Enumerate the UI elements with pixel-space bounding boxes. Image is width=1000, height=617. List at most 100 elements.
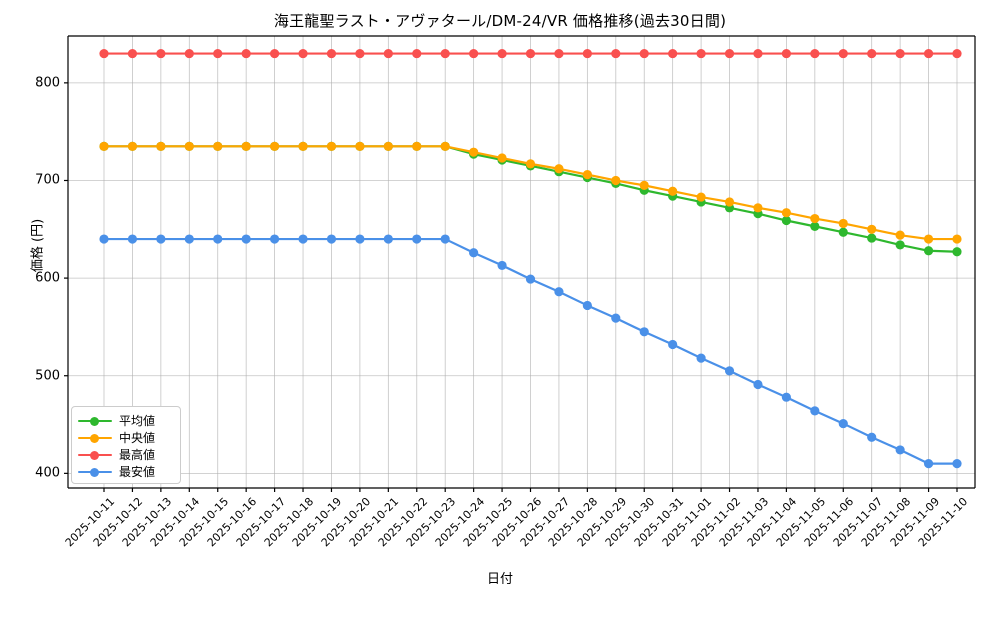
data-point (99, 234, 109, 244)
data-point (781, 48, 792, 59)
data-point (326, 48, 337, 59)
series-3 (99, 48, 962, 59)
data-point (156, 141, 166, 151)
data-point (810, 48, 820, 59)
data-point (639, 48, 649, 59)
data-point (440, 141, 450, 151)
data-point (412, 234, 422, 244)
data-point (639, 180, 649, 190)
data-point (838, 48, 848, 59)
data-point (753, 203, 763, 213)
data-point (923, 234, 934, 244)
y-tick-label: 600 (35, 270, 60, 286)
data-point (810, 221, 820, 231)
data-point (241, 48, 251, 59)
data-point (895, 48, 905, 59)
data-point (724, 366, 735, 376)
chart-title: 海王龍聖ラスト・アヴァタール/DM-24/VR 価格推移(過去30日間) (273, 12, 727, 30)
data-point (668, 48, 678, 59)
data-point (469, 147, 479, 157)
data-point (611, 175, 621, 186)
data-point (867, 233, 877, 243)
data-point (156, 48, 166, 59)
data-point (241, 234, 251, 244)
data-point (668, 186, 678, 196)
legend-label: 平均値 (119, 414, 156, 428)
data-point (355, 234, 365, 244)
data-point (355, 141, 365, 151)
data-point (582, 170, 592, 180)
y-tick-label: 400 (35, 465, 60, 481)
legend-item-4[interactable]: 最安値 (78, 463, 174, 480)
data-point (412, 141, 422, 151)
data-point (923, 246, 934, 256)
legend-marker-icon (78, 466, 112, 478)
data-point (184, 141, 194, 151)
data-point (469, 248, 479, 258)
data-point (412, 48, 422, 59)
data-point (440, 234, 450, 244)
data-point (270, 141, 280, 151)
legend-marker-icon (78, 432, 112, 444)
data-point (781, 208, 792, 218)
data-point (270, 234, 280, 244)
data-point (184, 234, 194, 244)
data-point (867, 224, 877, 234)
data-point (696, 48, 706, 59)
data-point (469, 48, 479, 59)
plot-background (68, 36, 975, 488)
data-point (639, 327, 649, 337)
data-point (270, 48, 280, 59)
data-point (753, 379, 763, 390)
data-point (952, 247, 962, 257)
legend-item-3[interactable]: 最高値 (78, 446, 174, 463)
data-point (724, 48, 735, 59)
data-point (497, 260, 507, 271)
data-point (497, 153, 507, 163)
data-point (554, 48, 564, 59)
data-point (213, 234, 223, 244)
data-point (952, 458, 962, 469)
data-point (127, 234, 138, 244)
data-point (724, 197, 735, 207)
data-point (668, 339, 678, 350)
data-point (582, 48, 592, 59)
data-point (241, 141, 251, 151)
data-point (838, 227, 848, 237)
data-point (298, 48, 308, 59)
data-point (810, 406, 820, 416)
data-point (99, 141, 109, 151)
data-point (923, 48, 934, 59)
data-point (696, 353, 706, 363)
y-tick-label: 800 (35, 75, 60, 91)
series-4 (99, 234, 962, 469)
data-point (127, 141, 138, 151)
data-point (611, 48, 621, 59)
data-point (355, 48, 365, 59)
data-point (525, 274, 536, 284)
data-point (383, 48, 393, 59)
y-tick-label: 500 (35, 368, 60, 384)
data-point (838, 218, 848, 229)
data-point (383, 141, 393, 151)
data-point (895, 240, 905, 250)
legend-item-2[interactable]: 中央値 (78, 429, 174, 446)
legend-item-1[interactable]: 平均値 (78, 412, 174, 429)
chart-legend[interactable]: 平均値 中央値最高値最安値 (71, 406, 181, 484)
data-point (867, 48, 877, 59)
data-point (213, 48, 223, 59)
data-point (611, 313, 621, 323)
series-2 (99, 141, 962, 244)
data-point (298, 141, 308, 151)
data-point (952, 48, 962, 59)
data-point (497, 48, 507, 59)
data-point (525, 159, 536, 169)
legend-label: 最高値 (119, 448, 156, 462)
data-point (440, 48, 450, 59)
data-point (213, 141, 223, 151)
data-point (156, 234, 166, 244)
legend-label: 最安値 (119, 465, 156, 479)
data-point (298, 234, 308, 244)
legend-marker-icon (78, 415, 112, 427)
data-point (127, 48, 138, 59)
